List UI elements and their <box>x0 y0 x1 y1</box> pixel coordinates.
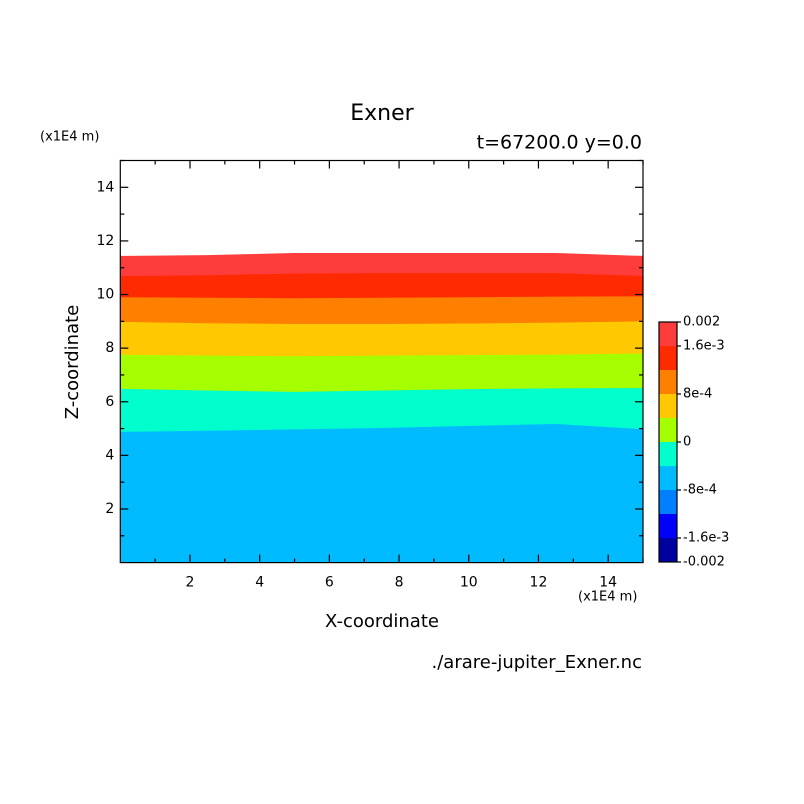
x-tick-label: 10 <box>460 575 478 591</box>
x-tick-label: 14 <box>599 575 617 591</box>
colorbar-tick-label: 0.002 <box>683 315 720 330</box>
y-tick-label: 14 <box>96 179 114 195</box>
colorbar-swatch <box>659 346 677 370</box>
y-tick-label: 6 <box>105 394 114 410</box>
colorbar-swatch <box>659 322 677 346</box>
x-axis-label: X-coordinate <box>325 611 439 632</box>
colorbar-swatch <box>659 514 677 538</box>
colorbar-swatch <box>659 442 677 466</box>
colorbar-swatch <box>659 370 677 394</box>
y-tick-label: 4 <box>105 447 114 463</box>
x-tick-label: 6 <box>325 575 334 591</box>
chart-title: Exner <box>350 101 414 126</box>
colorbar-tick-label: -0.002 <box>683 555 725 570</box>
colorbar-tick-label: 8e-4 <box>683 387 712 402</box>
colorbar-swatch <box>659 466 677 490</box>
colorbar-tick-label: -8e-4 <box>683 483 717 498</box>
y-tick-label: 2 <box>105 501 114 517</box>
colorbar-tick-label: -1.6e-3 <box>683 531 729 546</box>
colorbar-swatch <box>659 538 677 562</box>
colorbar-swatch <box>659 490 677 514</box>
y-tick-label: 12 <box>96 233 114 249</box>
contour-band <box>120 424 644 563</box>
y-tick-label: 10 <box>96 287 114 303</box>
chart-subtitle: t=67200.0 y=0.0 <box>477 132 642 154</box>
colorbar-tick-label: 0 <box>683 435 691 450</box>
y-unit: (x1E4 m) <box>40 130 99 145</box>
colorbar-swatch <box>659 394 677 418</box>
footer: ./arare-jupiter_Exner.nc <box>432 652 642 673</box>
y-tick-label: 8 <box>105 340 114 356</box>
colorbar-tick-label: 1.6e-3 <box>683 339 725 354</box>
y-axis-label: Z-coordinate <box>62 305 83 420</box>
plot-frame <box>119 159 644 564</box>
x-unit: (x1E4 m) <box>578 590 637 605</box>
x-tick-label: 8 <box>395 575 404 591</box>
x-tick-label: 2 <box>186 575 195 591</box>
x-tick-label: 4 <box>255 575 264 591</box>
x-tick-label: 12 <box>530 575 548 591</box>
colorbar-swatch <box>659 418 677 442</box>
